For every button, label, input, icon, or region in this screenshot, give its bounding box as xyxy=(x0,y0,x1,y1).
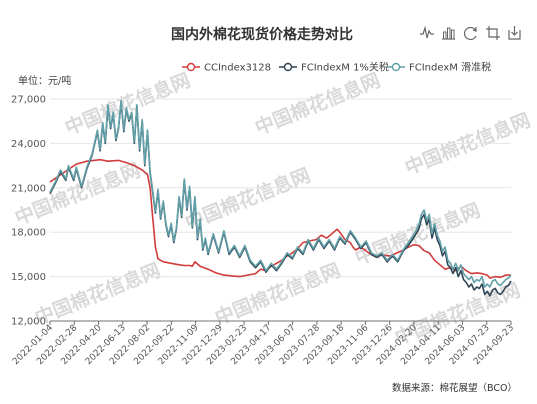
legend-item-1[interactable]: CCIndex3128 xyxy=(182,63,271,74)
watermark: 中国棉花信息网 xyxy=(402,108,534,179)
source-label: 数据来源：棉花展望（BCO） xyxy=(392,382,517,394)
legend-label: FCIndexM 滑准税 xyxy=(409,61,491,74)
series-line-3 xyxy=(49,99,512,288)
legend-swatch-marker xyxy=(283,62,293,72)
legend: CCIndex3128 FCIndexM 1%关税 FCIndexM 滑准税 xyxy=(182,61,491,74)
line-chart-icon[interactable] xyxy=(420,25,434,39)
watermark: 中国棉花信息网 xyxy=(32,258,164,329)
series-layer xyxy=(49,99,512,297)
watermark: 中国棉花信息网 xyxy=(62,68,194,139)
legend-swatch-marker xyxy=(391,62,401,72)
y-tick-label: 24,000 xyxy=(11,139,46,150)
chart-title: 国内外棉花现货价格走势对比 xyxy=(171,26,353,43)
legend-swatch-marker xyxy=(186,62,196,72)
bar-chart-icon[interactable] xyxy=(442,27,455,40)
legend-label: CCIndex3128 xyxy=(204,63,271,74)
crop-icon[interactable] xyxy=(486,26,500,40)
y-tick-label: 21,000 xyxy=(11,183,46,194)
legend-item-2[interactable]: FCIndexM 1%关税 xyxy=(279,61,389,74)
y-tick-label: 27,000 xyxy=(11,95,46,106)
legend-item-3[interactable]: FCIndexM 滑准税 xyxy=(387,61,491,74)
watermark: 中国棉花信息网 xyxy=(252,68,384,139)
save-icon[interactable] xyxy=(508,26,521,40)
y-tick-label: 15,000 xyxy=(11,272,46,283)
series-line-1 xyxy=(49,158,511,279)
y-tick-label: 18,000 xyxy=(11,228,46,239)
unit-label: 单位：元/吨 xyxy=(18,74,71,87)
restore-icon[interactable] xyxy=(463,26,477,41)
y-tick-label: 12,000 xyxy=(11,317,46,328)
legend-label: FCIndexM 1%关税 xyxy=(301,61,389,74)
watermark: 中国棉花信息网 xyxy=(352,198,484,269)
